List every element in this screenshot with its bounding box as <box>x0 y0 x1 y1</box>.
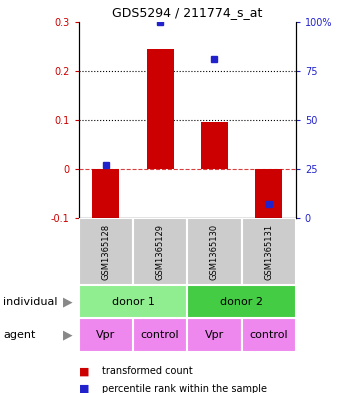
Text: ▶: ▶ <box>63 329 73 342</box>
Text: Vpr: Vpr <box>205 330 224 340</box>
Bar <box>187 285 296 318</box>
Bar <box>201 122 228 169</box>
Text: Vpr: Vpr <box>96 330 116 340</box>
Bar <box>147 49 174 169</box>
Text: percentile rank within the sample: percentile rank within the sample <box>102 384 266 393</box>
Text: ▶: ▶ <box>63 295 73 308</box>
Bar <box>241 318 296 352</box>
Text: GSM1365128: GSM1365128 <box>102 224 110 279</box>
Bar <box>255 169 282 218</box>
Bar <box>79 218 133 285</box>
Bar <box>187 318 241 352</box>
Bar <box>79 318 133 352</box>
Text: control: control <box>141 330 180 340</box>
Text: transformed count: transformed count <box>102 366 192 376</box>
Text: GSM1365130: GSM1365130 <box>210 224 219 279</box>
Bar <box>133 318 187 352</box>
Text: GSM1365129: GSM1365129 <box>156 224 164 279</box>
Bar <box>241 218 296 285</box>
Text: GSM1365131: GSM1365131 <box>264 224 273 279</box>
Text: individual: individual <box>4 297 58 307</box>
Bar <box>133 218 187 285</box>
Title: GDS5294 / 211774_s_at: GDS5294 / 211774_s_at <box>112 6 262 19</box>
Text: ■: ■ <box>79 384 89 393</box>
Text: agent: agent <box>4 330 36 340</box>
Text: ■: ■ <box>79 366 89 376</box>
Text: donor 1: donor 1 <box>112 297 154 307</box>
Bar <box>92 169 119 218</box>
Bar <box>79 285 187 318</box>
Text: donor 2: donor 2 <box>220 297 263 307</box>
Bar <box>187 218 241 285</box>
Text: control: control <box>249 330 288 340</box>
